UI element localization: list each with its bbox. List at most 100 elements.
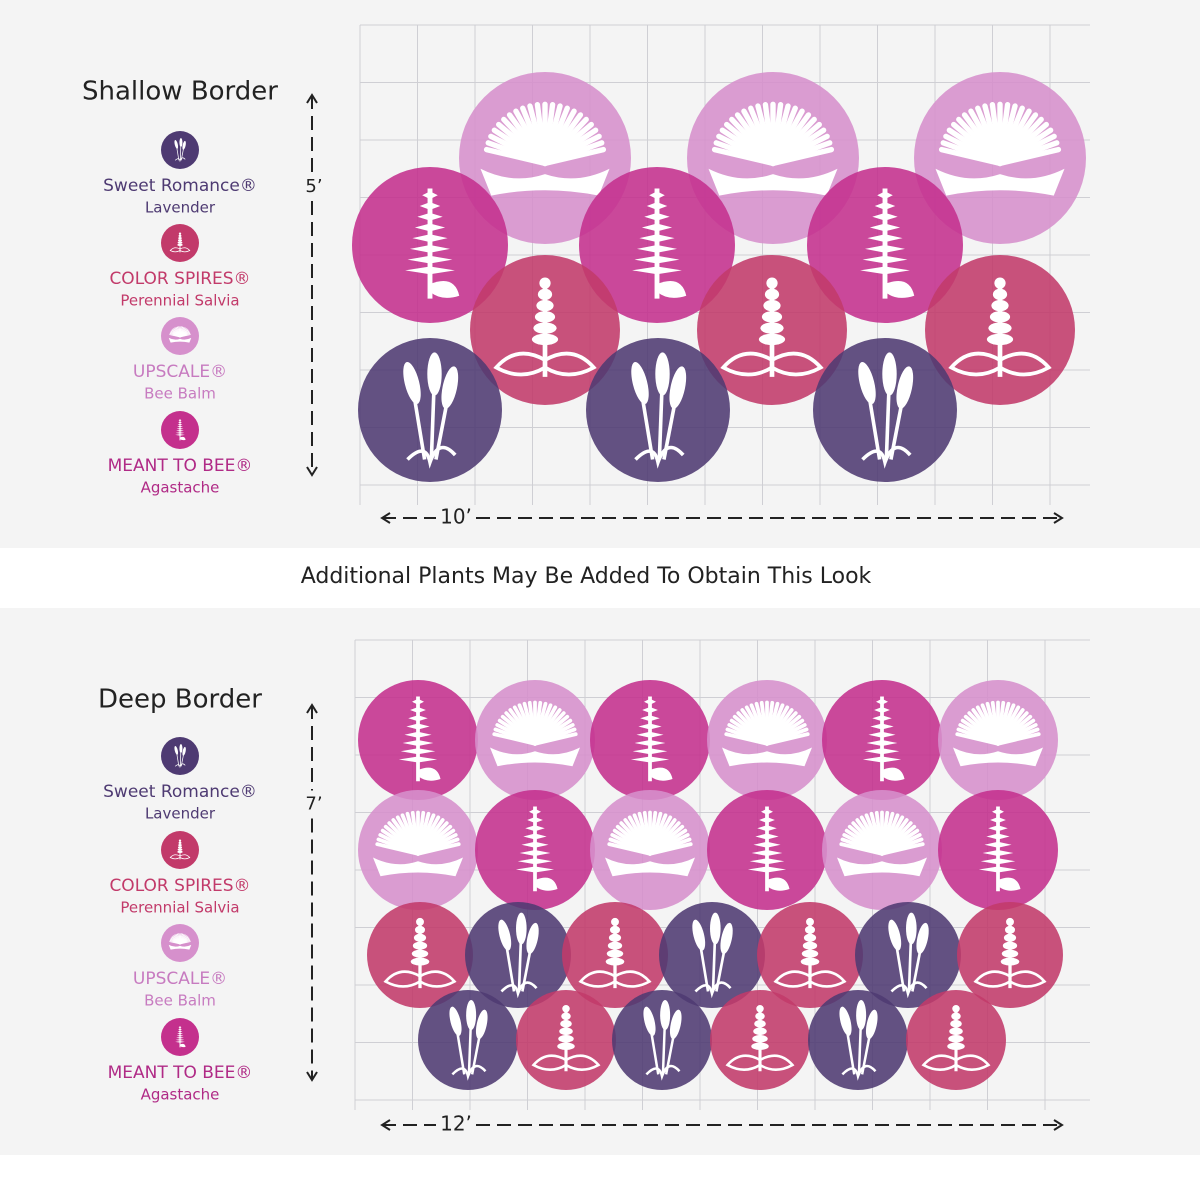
flower — [720, 922, 733, 955]
petal — [997, 146, 1062, 167]
leaf — [422, 191, 438, 200]
legend-name: Sweet Romance® — [103, 176, 257, 196]
petal — [996, 732, 1041, 746]
bud — [949, 1027, 963, 1035]
bud — [413, 933, 427, 942]
legend-name: MEANT TO BEE® — [108, 456, 253, 476]
bud — [1001, 949, 1019, 958]
leaf — [400, 748, 436, 755]
leaf — [860, 266, 910, 275]
bud — [178, 841, 182, 844]
leaf — [410, 707, 426, 713]
bud — [1006, 917, 1014, 926]
plant-circle — [855, 902, 961, 1008]
section-title: Deep Border — [98, 685, 262, 715]
bud — [178, 839, 182, 842]
leaves — [634, 445, 685, 469]
leaf — [175, 1041, 185, 1043]
bud — [177, 243, 183, 246]
petal — [533, 732, 578, 746]
bud — [1004, 925, 1016, 934]
plant-circle — [358, 338, 502, 482]
leaf — [578, 970, 617, 988]
arrow — [380, 512, 1064, 524]
petal — [179, 334, 191, 338]
flower — [669, 366, 687, 409]
leaf — [430, 280, 460, 298]
leaf — [414, 223, 446, 232]
leaf — [773, 970, 812, 988]
bud — [758, 333, 786, 345]
flower — [174, 139, 179, 149]
leaf — [178, 1028, 182, 1031]
plant-icon — [978, 806, 1021, 892]
bud — [558, 1035, 574, 1043]
legend-name: UPSCALE® — [133, 362, 227, 382]
legend-name: COLOR SPIRES® — [109, 269, 250, 289]
base — [708, 168, 838, 196]
section-title: Shallow Border — [82, 77, 278, 107]
bud — [801, 949, 819, 958]
leaves — [694, 981, 732, 999]
legend-sub: Agastache — [141, 1086, 220, 1104]
plant-icon — [837, 810, 927, 877]
plant-icon — [174, 744, 186, 769]
plant-icon — [403, 352, 459, 469]
flower — [475, 1009, 488, 1040]
legend-sub: Agastache — [141, 479, 220, 497]
base — [837, 857, 927, 877]
plant-icon — [490, 700, 580, 767]
plant-icon — [973, 917, 1047, 989]
plant-circle — [813, 338, 957, 482]
bud — [802, 941, 818, 950]
leaf — [175, 1039, 185, 1041]
bud — [178, 232, 182, 235]
leaf — [412, 698, 424, 705]
bud — [986, 333, 1014, 345]
bud — [752, 1035, 768, 1043]
bud — [763, 300, 781, 312]
leaf — [523, 833, 547, 840]
flower — [403, 361, 421, 405]
plant-circle — [659, 902, 765, 1008]
bud — [561, 1012, 571, 1020]
bud — [756, 1005, 764, 1013]
bud — [533, 322, 557, 334]
plant-icon — [708, 101, 838, 196]
petal — [648, 842, 693, 856]
bud — [562, 1005, 570, 1013]
flower — [856, 1000, 867, 1030]
bud — [1002, 941, 1018, 950]
leaf — [175, 432, 185, 434]
plant-icon — [493, 277, 597, 377]
bud — [761, 311, 783, 323]
plant-icon — [175, 1026, 186, 1048]
leaves — [645, 1064, 681, 1081]
bud — [177, 241, 183, 244]
leaf — [1008, 970, 1047, 988]
leaf — [176, 430, 184, 432]
bud — [536, 300, 554, 312]
plant-icon — [531, 1005, 601, 1072]
leaf — [862, 756, 902, 763]
bud — [947, 1042, 965, 1050]
plant-icon — [722, 700, 812, 767]
flower — [631, 361, 649, 405]
flower — [916, 922, 929, 955]
leaf — [640, 715, 660, 722]
leaf — [406, 723, 430, 730]
bud — [800, 957, 820, 966]
bud — [607, 941, 623, 950]
width-label: 10’ — [440, 505, 472, 529]
leaf — [757, 825, 777, 832]
leaf — [984, 841, 1012, 848]
leaf — [179, 247, 191, 253]
flower — [441, 366, 459, 409]
bud — [412, 941, 428, 950]
bud — [559, 1027, 573, 1035]
leaf — [176, 1034, 184, 1037]
base — [168, 944, 192, 950]
bud — [178, 844, 182, 847]
leaf — [882, 767, 905, 781]
